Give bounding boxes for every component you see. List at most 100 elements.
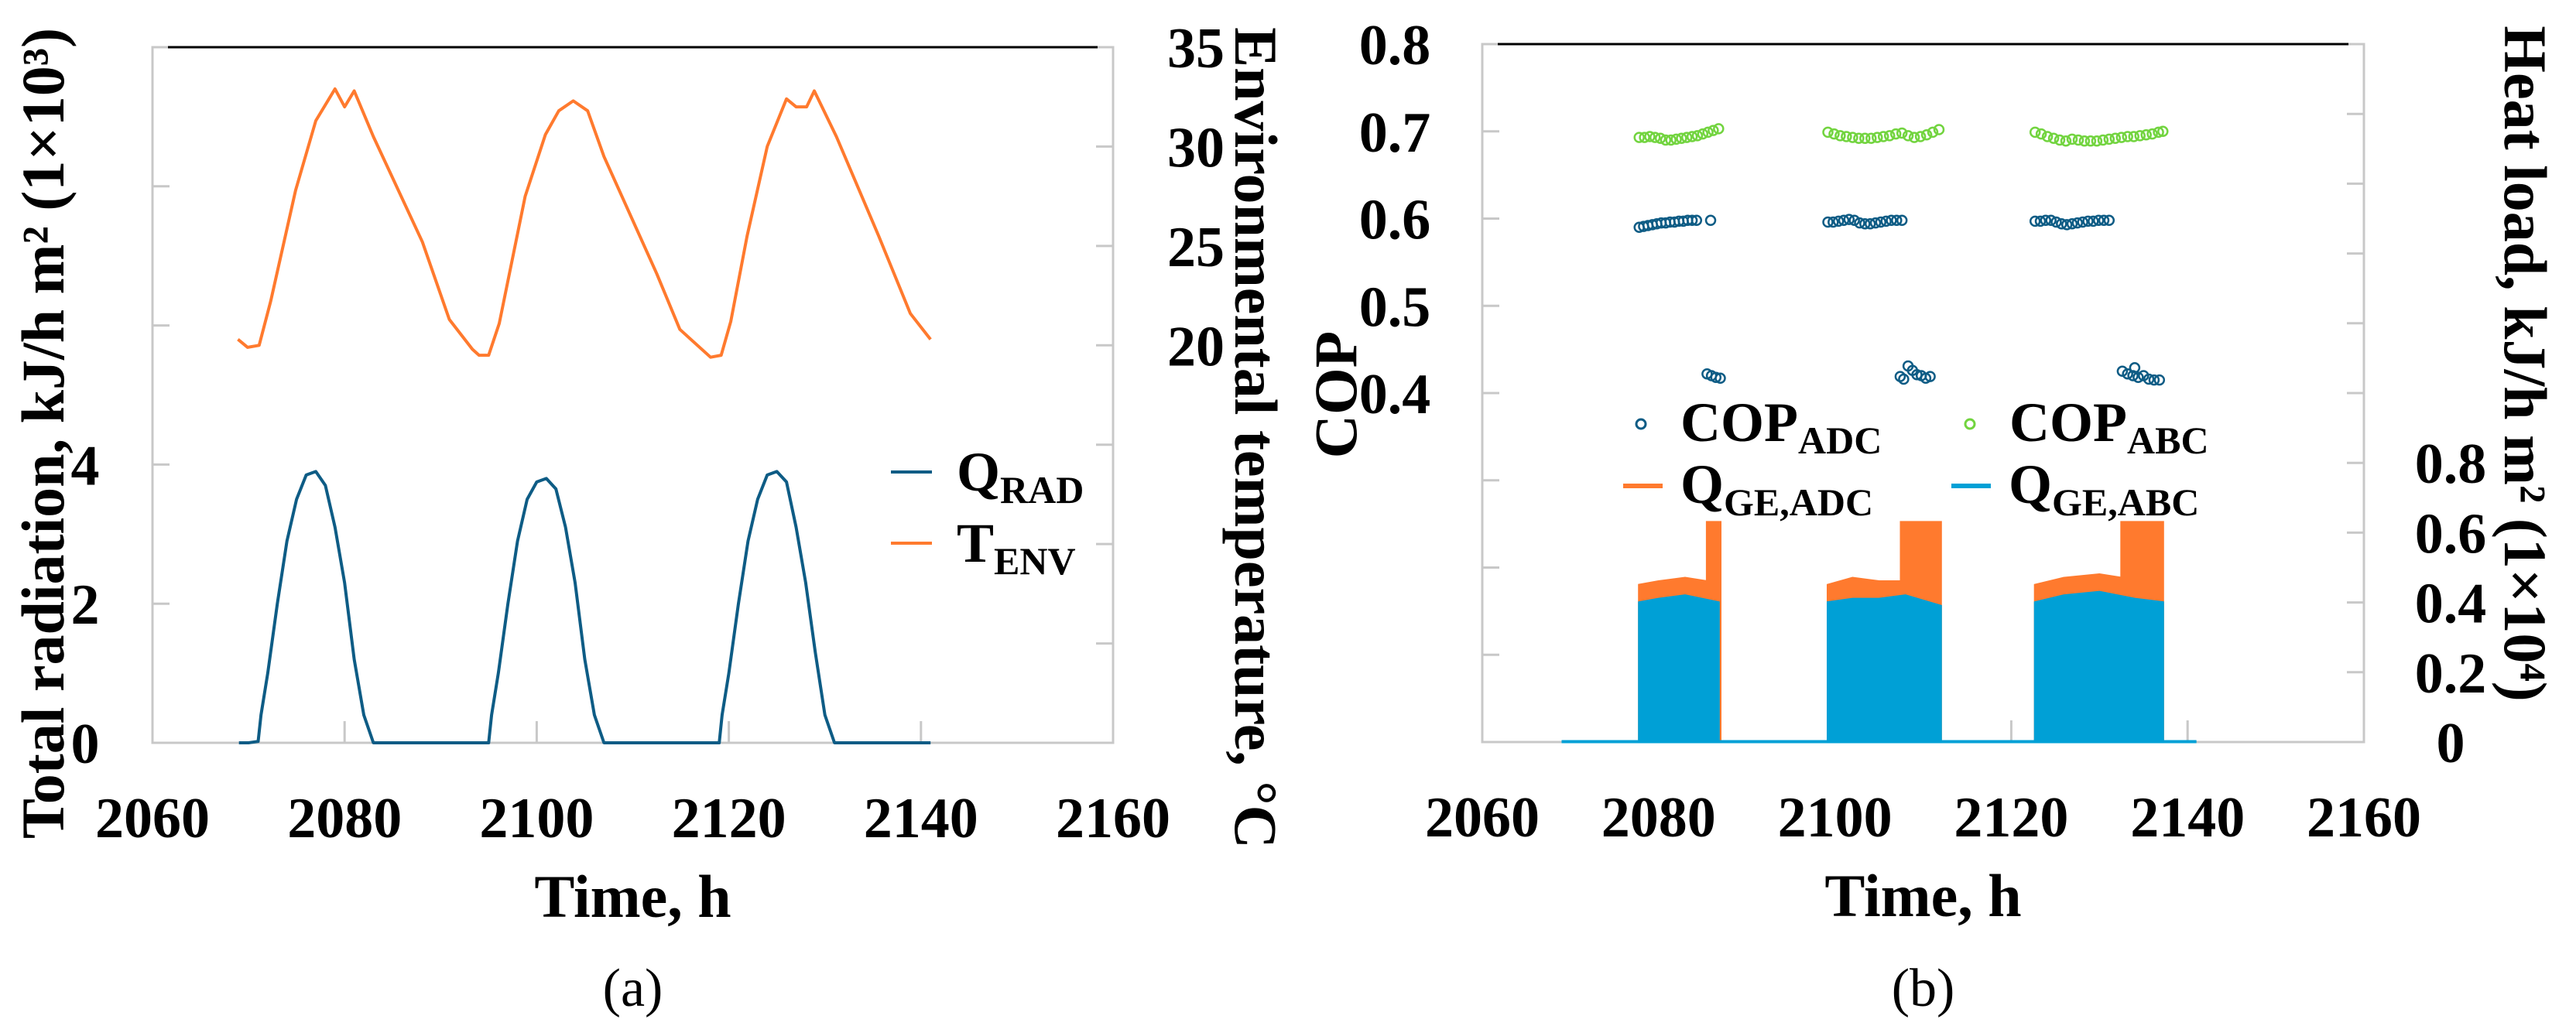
data-point-cop-abc <box>2097 134 2109 146</box>
y-axis-title: Total radiation, kJ/h m² (1×10³) <box>9 28 77 839</box>
data-point-cop-abc <box>1713 123 1725 135</box>
data-point-cop-abc <box>1708 125 1719 136</box>
data-point-cop-abc <box>2029 126 2041 139</box>
x-tick-label: 2100 <box>479 787 594 850</box>
x-tick-label: 2160 <box>2307 786 2421 850</box>
legend-label: COPABC <box>2009 392 2209 462</box>
y-tick-label: 0.5 <box>1359 275 1431 339</box>
data-point-cop-abc <box>2066 133 2078 145</box>
data-point-cop-adc <box>2132 371 2144 383</box>
data-point-cop-adc <box>2088 215 2099 227</box>
x-tick-label: 2140 <box>2130 786 2245 850</box>
data-point-cop-adc <box>2050 216 2062 228</box>
data-point-cop-abc <box>2146 128 2158 140</box>
series-line-q-rad <box>238 470 931 744</box>
data-point-cop-abc <box>1834 130 1846 142</box>
data-point-cop-abc <box>1872 132 1883 143</box>
data-point-cop-adc <box>1880 215 1892 227</box>
y-tick-label: 0.7 <box>1359 101 1431 165</box>
data-point-cop-abc <box>2103 133 2115 145</box>
data-point-cop-adc <box>1898 373 1910 385</box>
data-point-cop-abc <box>1914 131 1927 142</box>
data-point-cop-abc <box>1702 126 1714 139</box>
data-point-cop-adc <box>1848 214 1860 227</box>
data-point-cop-abc <box>1665 134 1677 146</box>
data-point-cop-abc <box>2041 131 2054 142</box>
x-tick-label: 2120 <box>672 787 786 850</box>
data-point-cop-adc <box>2056 218 2067 230</box>
x-tick-label: 2060 <box>95 787 210 850</box>
data-point-cop-abc <box>1841 131 1852 142</box>
legend-label: QRAD <box>957 441 1084 511</box>
data-point-cop-abc <box>1933 124 1945 135</box>
data-point-cop-adc <box>1886 214 1897 227</box>
data-point-cop-abc <box>1859 132 1871 145</box>
data-point-cop-adc <box>2060 219 2073 231</box>
data-point-cop-adc <box>1875 216 1887 228</box>
data-point-cop-adc <box>2066 218 2078 230</box>
y-tick-label: 0.6 <box>1359 189 1431 252</box>
y-axis-title: COP <box>1302 331 1369 459</box>
data-point-cop-adc <box>1843 214 1855 225</box>
data-point-cop-abc <box>1680 132 1693 143</box>
data-point-cop-abc <box>2078 135 2091 147</box>
data-point-cop-abc <box>1896 127 1908 139</box>
data-point-cop-abc <box>1865 132 1877 145</box>
data-point-cop-adc <box>2116 365 2129 378</box>
y2-tick-label: 0.2 <box>2415 642 2487 706</box>
x-tick-label: 2080 <box>287 787 402 850</box>
data-point-cop-adc <box>1854 217 1865 229</box>
data-point-cop-abc <box>1902 130 1914 142</box>
y2-tick-label: 30 <box>1167 116 1225 180</box>
x-tick-label: 2160 <box>1056 787 1170 850</box>
data-point-cop-adc <box>2077 216 2088 228</box>
legend-label: QGE,ADC <box>1680 453 1873 524</box>
y-tick-label: 4 <box>71 434 100 498</box>
data-point-cop-abc <box>1920 129 1933 141</box>
x-axis-title: Time, h <box>1824 862 2021 929</box>
data-point-cop-abc <box>1649 132 1661 143</box>
y2-axis-title: Heat load, kJ/h m² (1×10⁴) <box>2492 26 2559 701</box>
data-point-cop-abc <box>1697 128 1709 140</box>
panel-a-radiation-temperature-chart: 2060 2080 2100 2120 2140 2160 0 2 4 20 25 30 35 Time,… <box>9 17 1290 1018</box>
data-point-cop-abc <box>2054 134 2066 146</box>
data-point-cop-adc <box>2129 362 2141 374</box>
x-tick-label: 2080 <box>1601 786 1716 850</box>
data-point-cop-adc <box>1710 371 1722 383</box>
data-point-cop-adc <box>2034 215 2047 227</box>
data-point-cop-abc <box>2084 135 2097 147</box>
y2-tick-label: 0.4 <box>2415 573 2487 636</box>
heat-load-area-ge-abc <box>1561 590 2197 744</box>
data-point-cop-adc <box>1891 214 1903 227</box>
data-point-cop-adc <box>1896 214 1908 227</box>
data-point-cop-adc <box>1822 216 1834 228</box>
data-point-cop-adc <box>2092 214 2105 227</box>
data-point-cop-adc <box>2045 214 2057 227</box>
data-point-cop-abc <box>1676 132 1687 145</box>
y2-tick-label: 0.6 <box>2415 502 2487 566</box>
data-point-cop-abc <box>1691 130 1704 142</box>
y2-tick-label: 25 <box>1167 216 1225 279</box>
data-point-cop-adc <box>1869 217 1882 229</box>
data-point-cop-adc <box>2153 374 2166 386</box>
data-point-cop-adc <box>1859 218 1871 230</box>
data-point-cop-abc <box>1670 133 1682 145</box>
y2-tick-label: 20 <box>1167 315 1225 378</box>
data-point-cop-abc <box>2153 126 2164 139</box>
data-point-cop-abc <box>1853 132 1865 145</box>
data-point-cop-adc <box>1924 371 1936 382</box>
data-point-cop-adc <box>2082 215 2094 227</box>
x-tick-label: 2140 <box>864 787 978 850</box>
data-point-cop-adc <box>2143 373 2155 385</box>
data-point-cop-abc <box>1633 132 1645 143</box>
data-point-cop-abc <box>2035 128 2047 140</box>
data-point-cop-adc <box>2029 215 2041 227</box>
data-point-cop-adc <box>1714 372 1726 385</box>
data-point-cop-adc <box>1690 214 1703 227</box>
x-tick-label: 2120 <box>1954 786 2068 850</box>
x-tick-label: 2100 <box>1778 786 1893 850</box>
data-point-cop-abc <box>1927 126 1939 139</box>
data-point-cop-abc <box>2109 132 2122 145</box>
data-point-cop-abc <box>2115 132 2128 143</box>
